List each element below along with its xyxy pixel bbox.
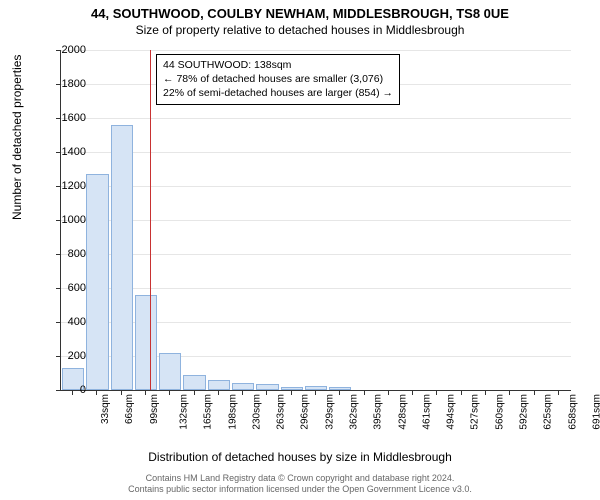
x-tick-label: 625sqm xyxy=(543,394,554,430)
x-tick-label: 33sqm xyxy=(100,394,111,424)
x-tick-mark xyxy=(558,390,559,395)
x-tick-mark xyxy=(509,390,510,395)
x-tick-mark xyxy=(242,390,243,395)
x-tick-mark xyxy=(315,390,316,395)
chart-area: 44 SOUTHWOOD: 138sqm← 78% of detached ho… xyxy=(60,50,570,420)
plot-region: 44 SOUTHWOOD: 138sqm← 78% of detached ho… xyxy=(60,50,571,391)
x-tick-label: 428sqm xyxy=(397,394,408,430)
y-tick-label: 800 xyxy=(46,248,86,260)
x-tick-label: 198sqm xyxy=(227,394,238,430)
footer-line-1: Contains HM Land Registry data © Crown c… xyxy=(0,473,600,485)
histogram-bar xyxy=(232,383,254,390)
y-tick-label: 1600 xyxy=(46,112,86,124)
x-tick-label: 592sqm xyxy=(519,394,530,430)
y-axis-label: Number of detached properties xyxy=(10,55,24,220)
info-line-2: ← 78% of detached houses are smaller (3,… xyxy=(163,72,393,86)
x-tick-label: 395sqm xyxy=(373,394,384,430)
x-tick-mark xyxy=(194,390,195,395)
histogram-bar xyxy=(111,125,133,390)
x-tick-label: 329sqm xyxy=(324,394,335,430)
x-tick-label: 165sqm xyxy=(203,394,214,430)
x-tick-mark xyxy=(485,390,486,395)
x-tick-label: 99sqm xyxy=(149,394,160,424)
y-tick-label: 600 xyxy=(46,282,86,294)
x-tick-label: 296sqm xyxy=(300,394,311,430)
grid-line xyxy=(61,50,571,51)
y-tick-label: 1400 xyxy=(46,146,86,158)
reference-line xyxy=(150,50,151,390)
grid-line xyxy=(61,186,571,187)
x-tick-label: 230sqm xyxy=(251,394,262,430)
x-tick-mark xyxy=(121,390,122,395)
chart-subtitle: Size of property relative to detached ho… xyxy=(0,23,600,37)
x-tick-mark xyxy=(291,390,292,395)
x-tick-label: 362sqm xyxy=(349,394,360,430)
grid-line xyxy=(61,152,571,153)
x-tick-label: 494sqm xyxy=(446,394,457,430)
histogram-bar xyxy=(86,174,108,390)
x-axis-label: Distribution of detached houses by size … xyxy=(0,450,600,464)
x-tick-mark xyxy=(388,390,389,395)
x-tick-label: 527sqm xyxy=(470,394,481,430)
info-tooltip: 44 SOUTHWOOD: 138sqm← 78% of detached ho… xyxy=(156,54,400,105)
y-tick-label: 200 xyxy=(46,350,86,362)
y-tick-label: 400 xyxy=(46,316,86,328)
x-tick-label: 691sqm xyxy=(591,394,600,430)
y-tick-label: 1200 xyxy=(46,180,86,192)
x-tick-mark xyxy=(534,390,535,395)
info-line-3: 22% of semi-detached houses are larger (… xyxy=(163,86,393,100)
y-tick-label: 2000 xyxy=(46,44,86,56)
chart-title: 44, SOUTHWOOD, COULBY NEWHAM, MIDDLESBRO… xyxy=(0,0,600,21)
x-tick-mark xyxy=(96,390,97,395)
x-tick-label: 658sqm xyxy=(567,394,578,430)
histogram-bar xyxy=(208,380,230,390)
x-tick-mark xyxy=(266,390,267,395)
x-tick-label: 66sqm xyxy=(124,394,135,424)
x-tick-mark xyxy=(169,390,170,395)
x-tick-label: 461sqm xyxy=(421,394,432,430)
y-tick-label: 1000 xyxy=(46,214,86,226)
x-tick-mark xyxy=(364,390,365,395)
footer-line-2: Contains public sector information licen… xyxy=(0,484,600,496)
x-tick-label: 132sqm xyxy=(179,394,190,430)
chart-container: 44, SOUTHWOOD, COULBY NEWHAM, MIDDLESBRO… xyxy=(0,0,600,500)
x-tick-mark xyxy=(461,390,462,395)
grid-line xyxy=(61,254,571,255)
x-tick-label: 263sqm xyxy=(276,394,287,430)
footer-attribution: Contains HM Land Registry data © Crown c… xyxy=(0,473,600,496)
y-tick-label: 1800 xyxy=(46,78,86,90)
histogram-bar xyxy=(159,353,181,390)
grid-line xyxy=(61,288,571,289)
x-tick-label: 560sqm xyxy=(494,394,505,430)
x-tick-mark xyxy=(412,390,413,395)
info-line-1: 44 SOUTHWOOD: 138sqm xyxy=(163,58,393,72)
histogram-bar xyxy=(183,375,205,390)
x-tick-mark xyxy=(145,390,146,395)
x-tick-mark xyxy=(218,390,219,395)
y-tick-label: 0 xyxy=(46,384,86,396)
grid-line xyxy=(61,220,571,221)
x-tick-mark xyxy=(339,390,340,395)
histogram-bar xyxy=(135,295,157,390)
x-tick-mark xyxy=(436,390,437,395)
grid-line xyxy=(61,118,571,119)
